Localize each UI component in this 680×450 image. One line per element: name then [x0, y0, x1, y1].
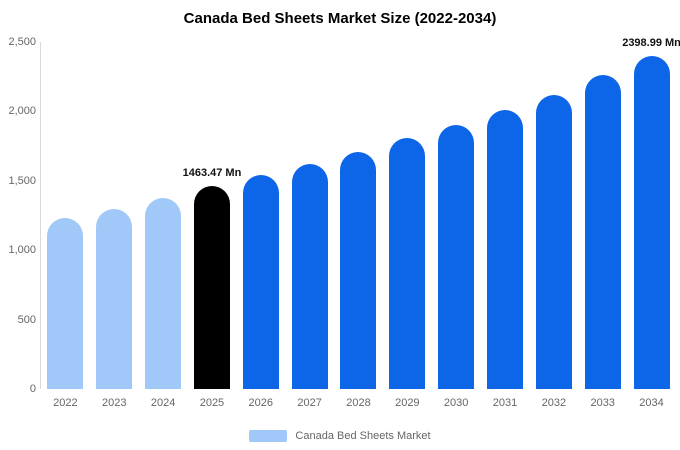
- chart-title: Canada Bed Sheets Market Size (2022-2034…: [183, 10, 497, 27]
- bar-slot: 2033: [578, 42, 627, 415]
- bar-slot: 2029: [383, 42, 432, 415]
- bar-2031[interactable]: [487, 110, 524, 389]
- x-axis-label: 2027: [297, 397, 322, 409]
- legend-swatch-icon: [249, 430, 288, 442]
- bar-slot: 2398.99 Mn 2034: [622, 37, 680, 415]
- bar-slot: 2032: [529, 42, 578, 415]
- y-tick-label: 1,000: [8, 244, 36, 257]
- bar-slot: 2030: [432, 42, 481, 415]
- y-tick-label: 2,500: [8, 36, 36, 48]
- data-label: 1463.47 Mn: [182, 166, 242, 179]
- bar-2024[interactable]: [145, 198, 182, 389]
- y-tick-label: 0: [29, 383, 36, 395]
- x-axis-label: 2026: [248, 397, 274, 409]
- bar-slot: 1463.47 Mn 2025: [183, 42, 242, 415]
- bar-2026[interactable]: [242, 175, 279, 389]
- bar-2025[interactable]: [193, 185, 230, 389]
- y-tick-label: 2,000: [8, 105, 36, 118]
- x-axis-label: 2030: [443, 397, 469, 409]
- x-axis-label: 2023: [102, 397, 127, 409]
- y-tick-label: 500: [17, 313, 36, 326]
- bar-slot: 2024: [139, 42, 188, 415]
- x-axis-label: 2032: [541, 397, 567, 409]
- bar-slot: 2027: [285, 42, 334, 415]
- x-axis-label: 2024: [150, 397, 176, 409]
- data-label: 2398.99 Mn: [622, 37, 680, 50]
- bar-slot: 2022: [41, 42, 90, 415]
- x-axis-label: 2033: [590, 397, 615, 409]
- x-axis-label: 2028: [346, 397, 371, 409]
- bar-2034[interactable]: [633, 56, 670, 389]
- bar-2032[interactable]: [535, 94, 572, 389]
- x-axis-label: 2034: [639, 397, 664, 409]
- bar-2027[interactable]: [291, 164, 328, 389]
- bar-2033[interactable]: [584, 75, 621, 389]
- legend[interactable]: Canada Bed Sheets Market: [0, 430, 680, 442]
- legend-label: Canada Bed Sheets Market: [295, 430, 431, 442]
- bar-2029[interactable]: [389, 138, 426, 389]
- bar-slot: 2026: [236, 42, 285, 415]
- x-axis-label: 2029: [395, 397, 420, 409]
- bar-2030[interactable]: [438, 124, 475, 389]
- bar-2028[interactable]: [340, 152, 377, 389]
- y-tick-label: 1,500: [8, 174, 36, 187]
- y-axis-line: [40, 42, 41, 389]
- plot-area: 2022 2023 2024 1463.47 Mn 2025 2026 2027 2028 20…: [41, 37, 680, 415]
- bar-2022[interactable]: [47, 218, 84, 389]
- bar-slot: 2023: [90, 42, 139, 415]
- x-axis-label: 2031: [492, 397, 518, 409]
- y-axis: 0 500 1,000 1,500 2,000 2,500: [0, 36, 36, 395]
- bar-slot: 2028: [334, 42, 383, 415]
- x-axis-label: 2025: [199, 397, 225, 409]
- bar-slot: 2031: [481, 42, 530, 415]
- x-axis-label: 2022: [53, 397, 78, 409]
- bar-2023[interactable]: [96, 208, 133, 389]
